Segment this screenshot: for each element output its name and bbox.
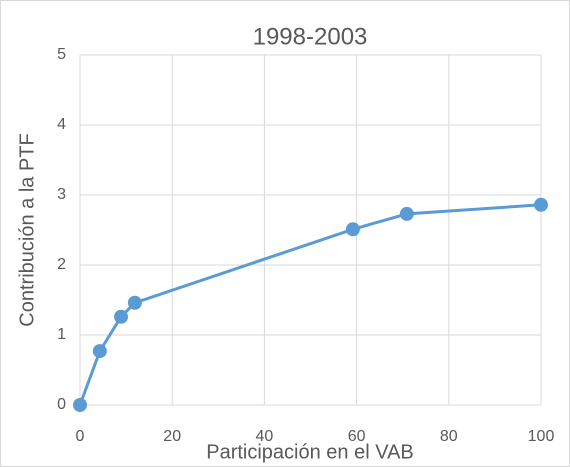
marker: [114, 309, 129, 324]
marker: [73, 398, 87, 412]
x-tick-label: 80: [440, 428, 458, 445]
x-tick-label: 40: [256, 428, 274, 445]
y-tick-label: 0: [57, 396, 66, 413]
x-tick-label: 20: [163, 428, 181, 445]
x-tick-label: 0: [76, 428, 85, 445]
marker: [399, 206, 414, 221]
chart-title: 1998-2003: [253, 23, 368, 50]
y-tick-label: 5: [57, 46, 66, 63]
marker: [92, 344, 107, 359]
y-tick-label: 4: [57, 116, 66, 133]
x-tick-label: 100: [528, 428, 555, 445]
marker: [534, 197, 548, 212]
x-tick-label: 60: [348, 428, 366, 445]
marker: [127, 295, 142, 310]
y-axis-title: Contribución a la PTF: [16, 133, 38, 326]
y-tick-label: 1: [57, 326, 66, 343]
x-axis-title: Participación en el VAB: [206, 441, 414, 463]
y-tick-label: 3: [57, 186, 66, 203]
y-tick-label: 2: [57, 256, 66, 273]
marker: [345, 222, 360, 237]
